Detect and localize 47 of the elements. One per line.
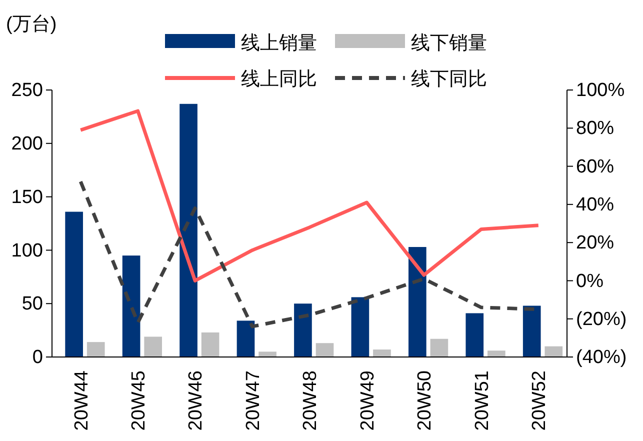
y2-tick-label: 80% [576, 118, 614, 140]
bar [544, 346, 563, 357]
y-tick-label: 50 [22, 294, 43, 315]
y-tick-label: 150 [11, 186, 43, 208]
y2-tick-label: 0% [576, 270, 604, 292]
line-series [78, 109, 540, 282]
x-tick-label: 20W46 [186, 370, 207, 431]
bar [65, 212, 83, 357]
bar [294, 304, 312, 357]
y2-tick-label: 100% [576, 80, 625, 102]
bar [144, 336, 162, 357]
bar [236, 320, 255, 357]
bar [122, 256, 140, 357]
y-axis-title: (万台) [6, 14, 57, 35]
y-tick-label: 250 [11, 80, 43, 102]
bar [488, 350, 506, 357]
y2-tick-label: 20% [576, 232, 614, 254]
x-tick-label: 20W52 [529, 370, 550, 431]
y-tick-label: 100 [11, 240, 43, 262]
bar [316, 343, 334, 357]
y2-tick-label: (20%) [576, 308, 627, 330]
bar [351, 297, 370, 357]
y2-tick-label: (40%) [576, 347, 627, 368]
bar [180, 104, 198, 357]
x-tick-label: 20W44 [71, 370, 92, 431]
x-tick-label: 20W45 [128, 370, 150, 431]
x-tick-label: 20W50 [414, 370, 436, 431]
bar [373, 350, 391, 357]
legend-label: 线下销量 [411, 33, 487, 54]
bar [258, 352, 276, 357]
bar [86, 342, 105, 357]
legend-label: 线上同比 [241, 69, 317, 90]
x-tick-label: 20W47 [242, 370, 264, 431]
y-tick-label: 200 [11, 133, 43, 154]
y2-tick-label: 60% [576, 156, 614, 178]
y-tick-label: 0 [32, 347, 43, 368]
x-tick-label: 20W48 [300, 370, 322, 431]
bar [522, 306, 541, 357]
legend-label: 线上销量 [241, 33, 317, 54]
y2-tick-label: 40% [576, 194, 614, 216]
bar [201, 332, 220, 357]
legend-label: 线下同比 [411, 69, 487, 90]
bar [466, 313, 484, 357]
x-tick-label: 20W51 [472, 370, 493, 431]
bar [430, 338, 448, 357]
bar [408, 246, 426, 357]
x-tick-label: 20W49 [357, 370, 378, 431]
